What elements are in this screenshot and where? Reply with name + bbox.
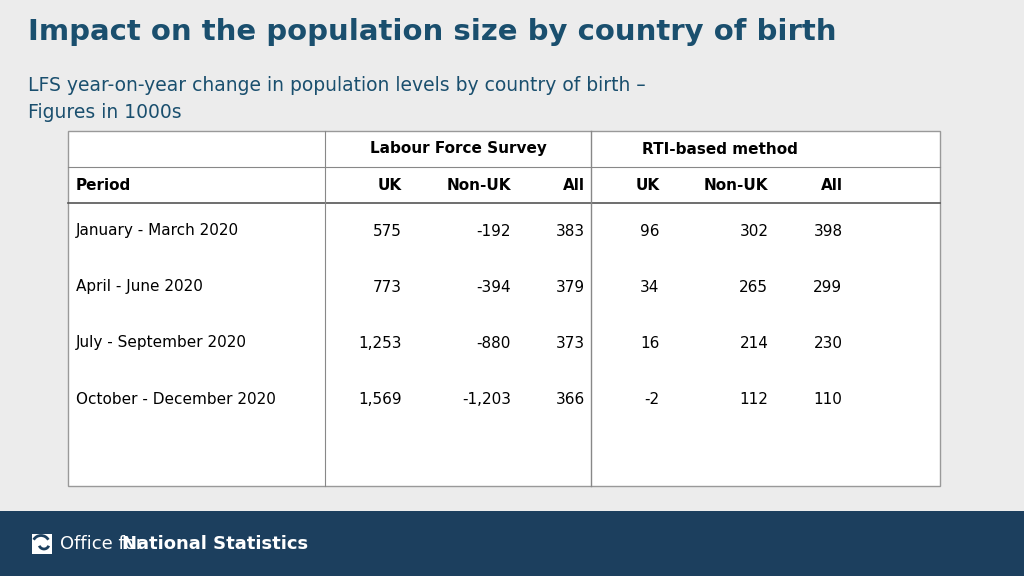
Text: 366: 366: [556, 392, 585, 407]
Text: RTI-based method: RTI-based method: [642, 142, 798, 157]
Text: 96: 96: [640, 223, 659, 238]
Text: October - December 2020: October - December 2020: [76, 392, 275, 407]
Text: 299: 299: [813, 279, 843, 294]
Text: January - March 2020: January - March 2020: [76, 223, 240, 238]
Text: Non-UK: Non-UK: [446, 177, 511, 192]
Text: 575: 575: [373, 223, 402, 238]
Text: All: All: [563, 177, 585, 192]
Text: 383: 383: [556, 223, 585, 238]
Text: LFS year-on-year change in population levels by country of birth –
Figures in 10: LFS year-on-year change in population le…: [28, 76, 645, 122]
Text: -880: -880: [477, 335, 511, 351]
Text: 112: 112: [739, 392, 768, 407]
Text: 302: 302: [739, 223, 768, 238]
Text: Labour Force Survey: Labour Force Survey: [370, 142, 547, 157]
Bar: [32, 534, 52, 554]
Text: July - September 2020: July - September 2020: [76, 335, 247, 351]
Text: 265: 265: [739, 279, 768, 294]
Text: Non-UK: Non-UK: [703, 177, 768, 192]
Bar: [0, 511, 1024, 576]
Text: 773: 773: [373, 279, 402, 294]
Text: UK: UK: [378, 177, 402, 192]
Text: Period: Period: [76, 177, 131, 192]
Text: UK: UK: [635, 177, 659, 192]
Text: 16: 16: [640, 335, 659, 351]
Text: -2: -2: [644, 392, 659, 407]
Text: 398: 398: [813, 223, 843, 238]
Text: 379: 379: [556, 279, 585, 294]
Text: -1,203: -1,203: [462, 392, 511, 407]
Text: 1,569: 1,569: [358, 392, 402, 407]
Text: National Statistics: National Statistics: [122, 535, 308, 553]
Text: 1,253: 1,253: [358, 335, 402, 351]
Text: Impact on the population size by country of birth: Impact on the population size by country…: [28, 18, 837, 46]
Text: All: All: [820, 177, 843, 192]
Text: 34: 34: [640, 279, 659, 294]
Text: Office for: Office for: [60, 535, 150, 553]
Text: April - June 2020: April - June 2020: [76, 279, 203, 294]
Text: -192: -192: [476, 223, 511, 238]
Text: 373: 373: [556, 335, 585, 351]
Text: 214: 214: [739, 335, 768, 351]
Bar: [68, 131, 940, 486]
Text: 110: 110: [813, 392, 843, 407]
Text: -394: -394: [476, 279, 511, 294]
Text: 230: 230: [813, 335, 843, 351]
